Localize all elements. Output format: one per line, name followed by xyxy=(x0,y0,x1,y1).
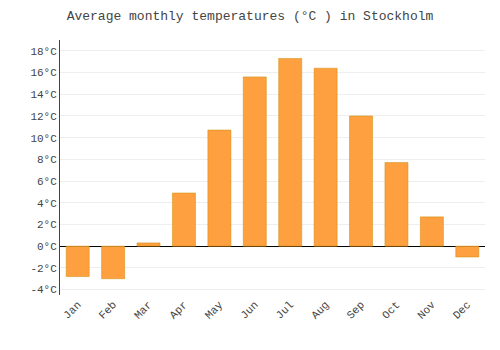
svg-text:Mar: Mar xyxy=(132,299,154,321)
svg-text:Feb: Feb xyxy=(97,299,119,321)
svg-text:0°C: 0°C xyxy=(37,241,57,253)
svg-text:Sep: Sep xyxy=(345,299,367,321)
svg-text:-2°C: -2°C xyxy=(30,263,57,275)
svg-text:8°C: 8°C xyxy=(37,154,57,166)
svg-text:Jan: Jan xyxy=(61,299,83,321)
svg-text:16°C: 16°C xyxy=(30,67,57,79)
svg-text:Aug: Aug xyxy=(309,299,331,321)
svg-text:-4°C: -4°C xyxy=(30,284,57,296)
svg-text:10°C: 10°C xyxy=(30,133,57,145)
svg-text:2°C: 2°C xyxy=(37,219,57,231)
svg-text:May: May xyxy=(203,299,226,322)
svg-text:14°C: 14°C xyxy=(30,89,57,101)
svg-text:Jun: Jun xyxy=(238,299,260,321)
svg-text:Jul: Jul xyxy=(274,299,296,321)
svg-text:Oct: Oct xyxy=(380,299,402,321)
svg-text:Nov: Nov xyxy=(415,299,438,322)
svg-text:Apr: Apr xyxy=(167,299,189,321)
svg-text:Dec: Dec xyxy=(451,299,473,321)
svg-text:18°C: 18°C xyxy=(30,46,57,58)
svg-text:4°C: 4°C xyxy=(37,198,57,210)
svg-text:6°C: 6°C xyxy=(37,176,57,188)
svg-text:12°C: 12°C xyxy=(30,111,57,123)
svg-text:Average monthly temperatures (: Average monthly temperatures (°C ) in St… xyxy=(67,9,434,24)
